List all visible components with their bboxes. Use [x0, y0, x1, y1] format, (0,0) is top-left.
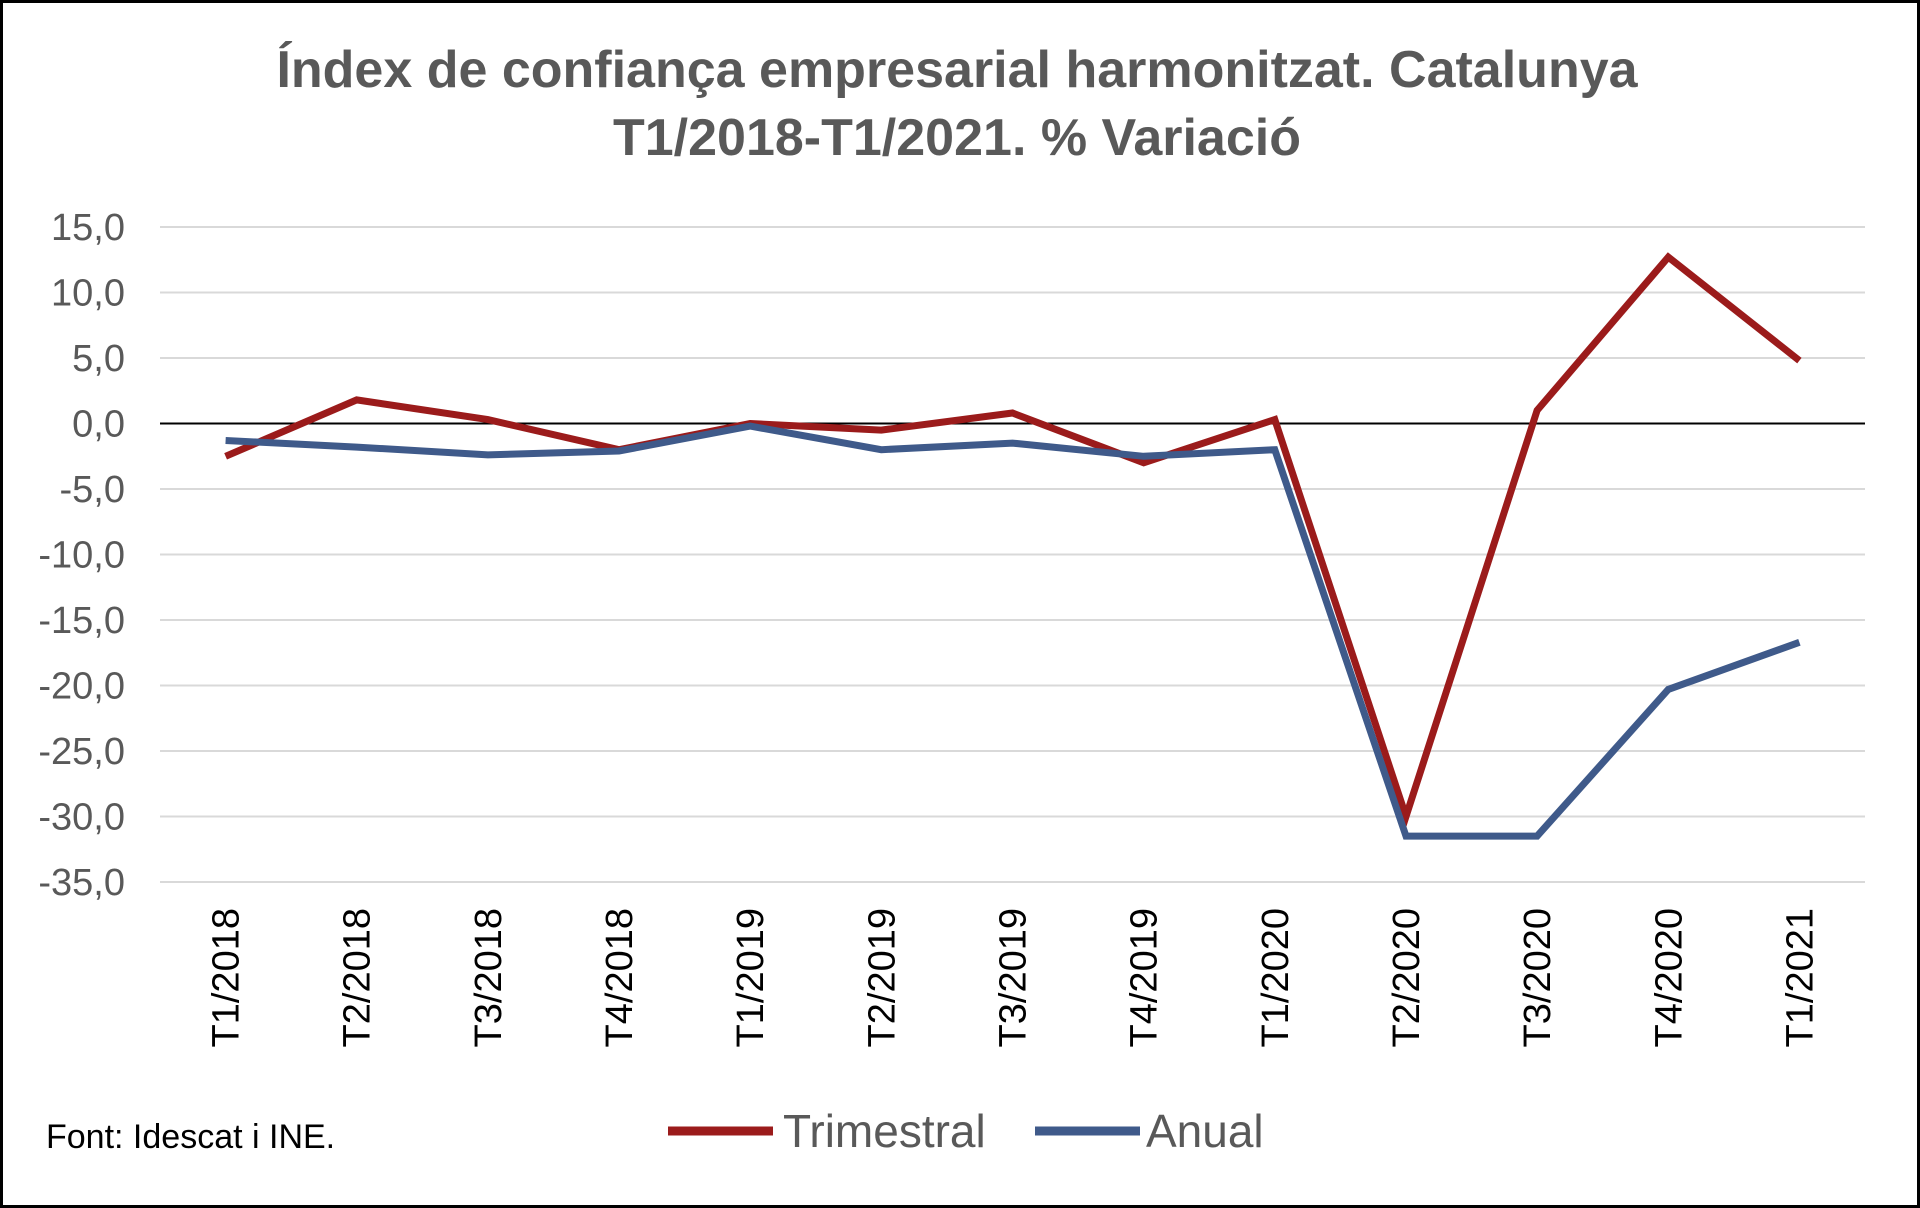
x-tick-label: T4/2019 [1124, 908, 1166, 1047]
y-tick-label: -20,0 [38, 666, 125, 708]
y-tick-label: -5,0 [60, 469, 125, 511]
chart-title-line-2: T1/2018-T1/2021. % Variació [613, 109, 1301, 167]
y-tick-label: -15,0 [38, 600, 125, 642]
legend-label-trimestral: Trimestral [783, 1105, 986, 1157]
y-tick-label: -25,0 [38, 731, 125, 773]
x-tick-label: T1/2021 [1779, 908, 1821, 1047]
x-tick-label: T1/2019 [730, 908, 772, 1047]
source-note: Font: Idescat i INE. [46, 1118, 336, 1156]
chart-title: Índex de confiança empresarial harmonitz… [0, 36, 1914, 172]
x-tick-label: T1/2020 [1255, 908, 1297, 1047]
x-tick-label: T2/2019 [861, 908, 903, 1047]
x-tick-label: T3/2018 [468, 908, 510, 1047]
x-tick-label: T2/2018 [337, 908, 379, 1047]
y-tick-label: 15,0 [51, 207, 125, 249]
x-tick-label: T4/2020 [1648, 908, 1690, 1047]
y-tick-label: -35,0 [38, 862, 125, 904]
y-tick-label: 5,0 [72, 338, 125, 380]
x-tick-label: T3/2019 [993, 908, 1035, 1047]
legend-label-anual: Anual [1146, 1105, 1264, 1157]
series-line-trimestral [224, 252, 1802, 828]
y-tick-label: 10,0 [51, 273, 125, 315]
x-tick-label: T1/2018 [206, 908, 248, 1047]
y-tick-label: -10,0 [38, 535, 125, 577]
series-line-anual [225, 422, 1801, 840]
chart-title-line-1: Índex de confiança empresarial harmonitz… [276, 41, 1638, 99]
y-tick-label: -30,0 [38, 797, 125, 839]
x-tick-label: T3/2020 [1517, 908, 1559, 1047]
x-tick-label: T4/2018 [599, 908, 641, 1047]
y-tick-label: 0,0 [72, 404, 125, 446]
x-tick-label: T2/2020 [1386, 908, 1428, 1047]
